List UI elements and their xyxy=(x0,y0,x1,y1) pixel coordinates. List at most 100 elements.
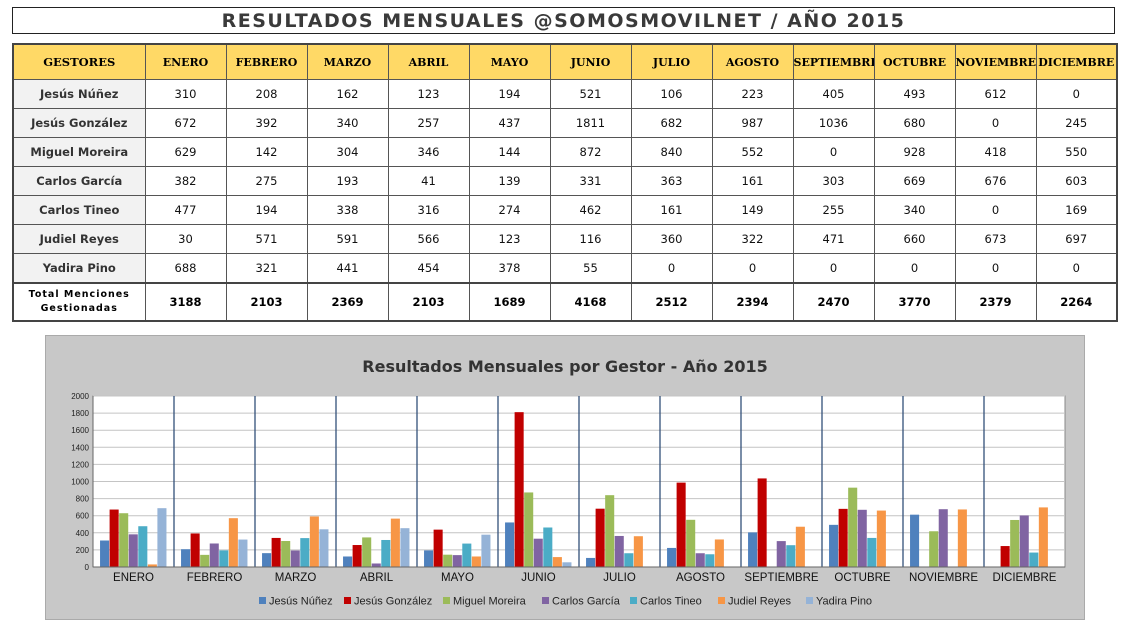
x-tick-label: MAYO xyxy=(441,572,474,584)
bar xyxy=(343,556,353,567)
y-tick-label: 1400 xyxy=(71,443,89,452)
table-cell: 363 xyxy=(630,166,713,196)
x-tick-label: ENERO xyxy=(113,572,154,584)
x-tick-label: SEPTIEMBRE xyxy=(744,572,818,584)
table-cell: 872 xyxy=(549,137,632,167)
bar xyxy=(271,537,281,567)
table-cell: 0 xyxy=(954,253,1037,284)
table-cell: 987 xyxy=(711,108,794,138)
table-header-row: GESTORES ENERO FEBRERO MARZO ABRIL MAYO JUNIO… xyxy=(12,43,1118,80)
x-tick-label: NOVIEMBRE xyxy=(909,572,978,584)
column-header-month: FEBRERO xyxy=(225,43,308,80)
page-title-box: RESULTADOS MENSUALES @SOMOSMOVILNET / AÑ… xyxy=(12,7,1115,34)
bar xyxy=(686,519,696,567)
table-cell: 0 xyxy=(873,253,956,284)
bar xyxy=(514,412,524,567)
legend-swatch xyxy=(344,597,351,604)
x-tick-label: JUNIO xyxy=(521,572,556,584)
bar xyxy=(109,509,119,567)
bar xyxy=(667,547,677,567)
legend-label: Jesús González xyxy=(354,596,432,608)
y-tick-label: 200 xyxy=(76,546,90,555)
table-cell: 418 xyxy=(954,137,1037,167)
table-cell: 169 xyxy=(1035,195,1118,225)
column-header-month: SEPTIEMBRE xyxy=(792,43,875,80)
table-cell: 194 xyxy=(225,195,308,225)
table-cell: 928 xyxy=(873,137,956,167)
table-cell: 493 xyxy=(873,79,956,109)
table-cell: 378 xyxy=(468,253,551,284)
table-cell: 310 xyxy=(144,79,227,109)
table-cell: 840 xyxy=(630,137,713,167)
table-cell: 123 xyxy=(468,224,551,254)
table-cell: 274 xyxy=(468,195,551,225)
bar xyxy=(362,537,372,567)
total-cell: 2379 xyxy=(954,282,1037,322)
table-cell: 1036 xyxy=(792,108,875,138)
table-cell: 223 xyxy=(711,79,794,109)
bar xyxy=(605,495,615,567)
bar xyxy=(829,524,839,567)
bar xyxy=(1019,515,1029,567)
bar xyxy=(462,543,472,567)
gestor-name: Carlos García xyxy=(12,166,146,196)
table-cell: 405 xyxy=(792,79,875,109)
table-cell: 208 xyxy=(225,79,308,109)
total-cell: 3770 xyxy=(873,282,956,322)
table-cell: 612 xyxy=(954,79,1037,109)
column-header-month: DICIEMBRE xyxy=(1035,43,1118,80)
y-tick-label: 1000 xyxy=(71,478,89,487)
gestor-name: Miguel Moreira xyxy=(12,137,146,167)
total-cell: 2103 xyxy=(225,282,308,322)
bar xyxy=(443,554,453,567)
bar xyxy=(533,538,543,567)
bar xyxy=(433,529,443,567)
bar xyxy=(1029,552,1039,567)
x-tick-label: FEBRERO xyxy=(187,572,243,584)
bar xyxy=(452,555,462,567)
bar xyxy=(838,508,848,567)
bar xyxy=(157,508,167,567)
bar xyxy=(281,541,291,567)
bar xyxy=(119,513,129,567)
table-cell: 566 xyxy=(387,224,470,254)
total-cell: 1689 xyxy=(468,282,551,322)
table-row: Carlos Tineo 477 194 338 316 274 462 161 149 255 3… xyxy=(12,195,1118,225)
bar xyxy=(471,556,481,567)
table-cell: 304 xyxy=(306,137,389,167)
total-cell: 2394 xyxy=(711,282,794,322)
table-cell: 106 xyxy=(630,79,713,109)
table-cell: 245 xyxy=(1035,108,1118,138)
table-row: Carlos García 382 275 193 41 139 331 363 161 303 6… xyxy=(12,166,1118,196)
x-tick-label: DICIEMBRE xyxy=(993,572,1057,584)
bar xyxy=(371,563,381,567)
table-cell: 0 xyxy=(792,253,875,284)
table-cell: 149 xyxy=(711,195,794,225)
bar xyxy=(938,509,948,567)
column-header-month: JULIO xyxy=(630,43,713,80)
bar xyxy=(957,509,967,567)
bar xyxy=(757,478,767,567)
table-cell: 316 xyxy=(387,195,470,225)
legend-swatch xyxy=(542,597,549,604)
bar xyxy=(128,534,138,567)
bar xyxy=(424,550,434,567)
table-cell: 55 xyxy=(549,253,632,284)
bar xyxy=(262,553,272,567)
bar xyxy=(786,545,796,567)
total-cell: 2264 xyxy=(1035,282,1118,322)
total-cell: 2470 xyxy=(792,282,875,322)
table-cell: 676 xyxy=(954,166,1037,196)
total-cell: 2103 xyxy=(387,282,470,322)
bar xyxy=(381,539,391,567)
table-cell: 321 xyxy=(225,253,308,284)
table-cell: 123 xyxy=(387,79,470,109)
table-row: Jesús Núñez 310 208 162 123 194 521 106 223 405 49… xyxy=(12,79,1118,109)
bar xyxy=(209,543,219,567)
table-cell: 0 xyxy=(954,108,1037,138)
bar xyxy=(595,508,605,567)
column-header-month: ENERO xyxy=(144,43,227,80)
table-cell: 660 xyxy=(873,224,956,254)
bar xyxy=(1010,519,1020,567)
table-body: Jesús Núñez 310 208 162 123 194 521 106 223 405 49… xyxy=(12,79,1118,284)
